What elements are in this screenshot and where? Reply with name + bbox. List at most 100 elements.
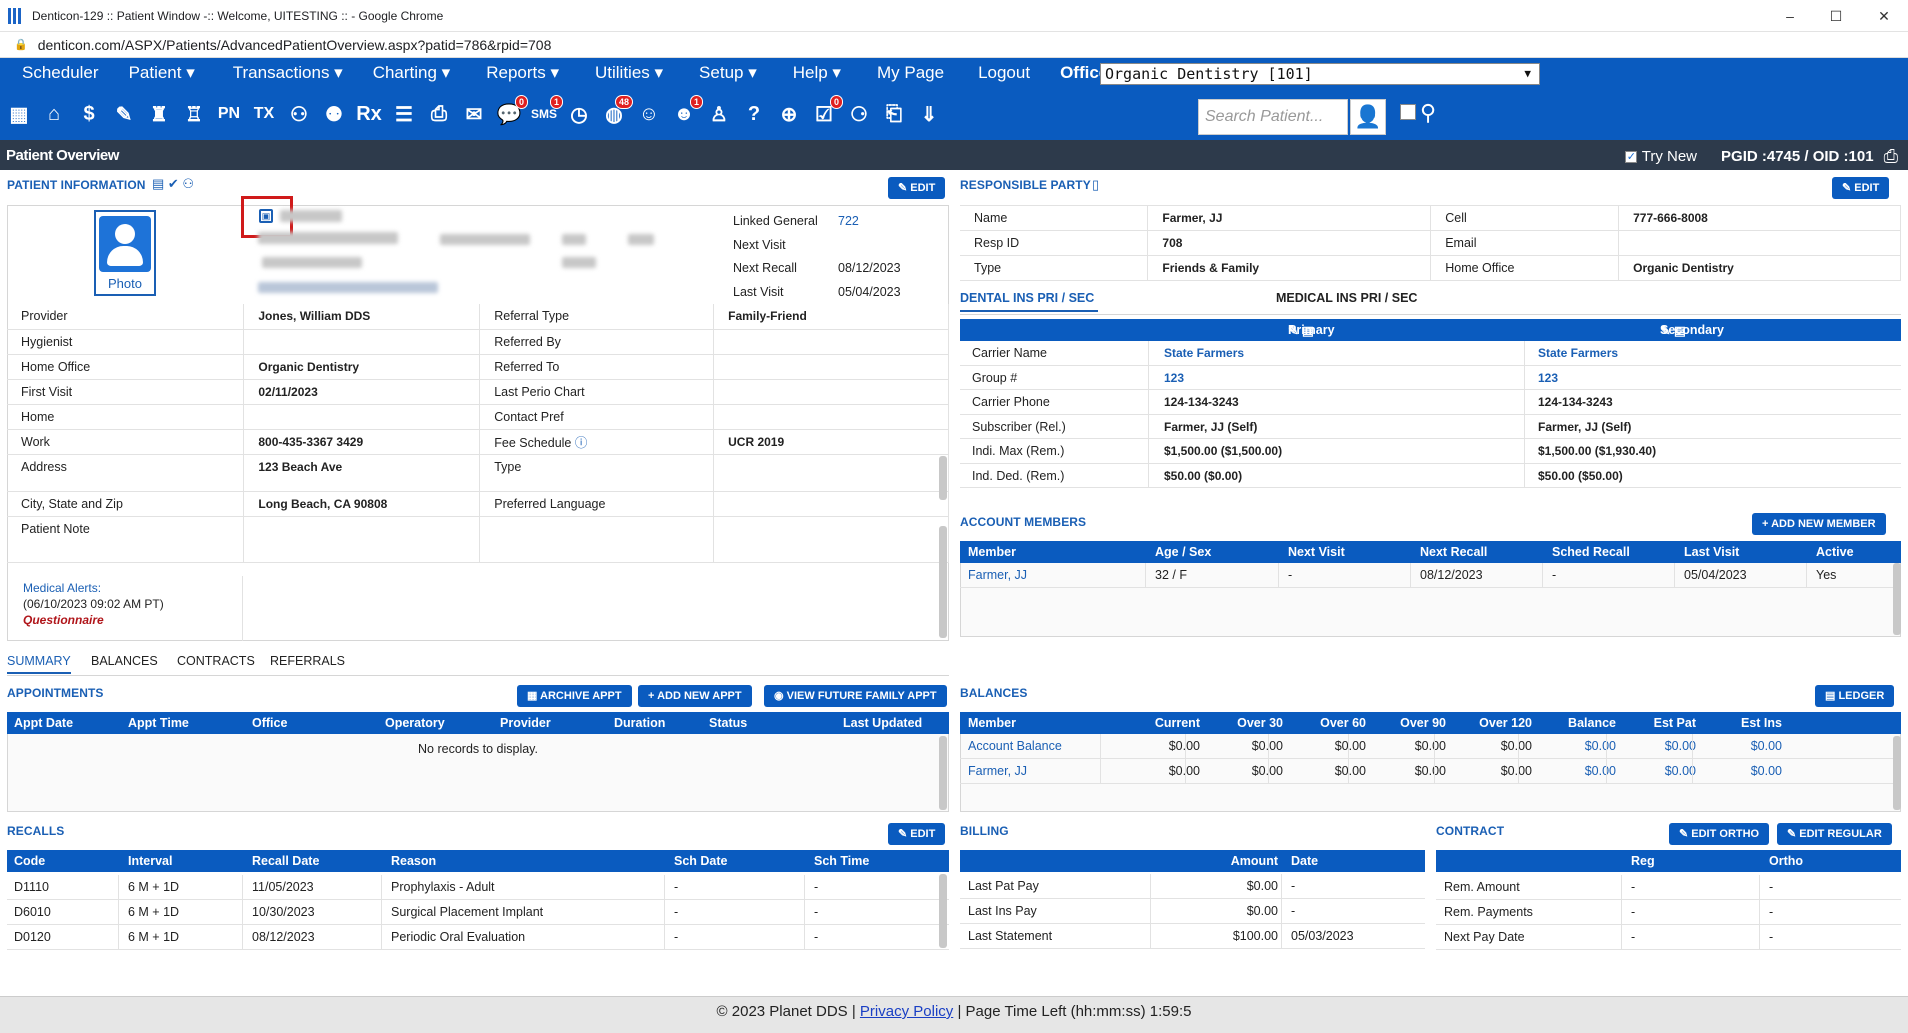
table-row[interactable]: D0120 6 M + 1D 08/12/2023 Periodic Oral Eva…	[7, 925, 949, 950]
column-header[interactable]: Appt Time	[128, 716, 189, 730]
table-row[interactable]: Last Pat Pay $0.00-	[960, 874, 1425, 899]
add-new-member-button[interactable]: + ADD NEW MEMBER	[1752, 513, 1886, 535]
patient-search-icon[interactable]: 👤	[1350, 99, 1386, 135]
dollar-doc-icon[interactable]: ▯	[1092, 177, 1100, 192]
tooth-icon[interactable]: ♖	[185, 103, 203, 126]
scrollbar-thumb[interactable]	[939, 526, 947, 638]
recalls-edit-button[interactable]: ✎ EDIT	[888, 823, 946, 845]
photo-box[interactable]: Photo	[94, 210, 156, 296]
maximize-button[interactable]: ☐	[1829, 8, 1843, 24]
menu-patient[interactable]: Patient ▾	[128, 63, 195, 82]
medical-alerts-label[interactable]: Medical Alerts:	[23, 581, 102, 595]
treatment-icon[interactable]: TX	[249, 97, 279, 131]
menu-scheduler[interactable]: Scheduler	[22, 63, 99, 82]
tab-contracts[interactable]: CONTRACTS	[177, 654, 255, 668]
column-header[interactable]: Member	[968, 716, 1016, 730]
table-cell[interactable]: $0.00	[1584, 739, 1616, 753]
column-header[interactable]: Member	[968, 545, 1016, 559]
table-cell[interactable]: Farmer, JJ	[968, 764, 1028, 778]
table-cell[interactable]: $0.00	[1584, 764, 1616, 778]
table-row[interactable]: Rem. Payments - -	[1436, 900, 1901, 925]
column-header[interactable]: Age / Sex	[1155, 545, 1212, 559]
table-cell[interactable]: Account Balance	[968, 739, 1062, 753]
office-select[interactable]: Organic Dentistry [101] ▼	[1100, 63, 1540, 85]
column-header[interactable]: Est Ins	[1741, 716, 1782, 730]
menu-charting[interactable]: Charting ▾	[372, 63, 451, 82]
tab-referrals[interactable]: REFERRALS	[270, 654, 346, 668]
table-cell[interactable]: $0.00	[1750, 764, 1782, 778]
tab-summary[interactable]: SUMMARY	[7, 654, 71, 674]
notes-icon[interactable]: ☰	[395, 103, 413, 126]
column-header[interactable]: Duration	[614, 716, 666, 730]
edit-pencil-icon[interactable]: ✎	[115, 103, 133, 126]
sms-icon[interactable]: SMS 1	[529, 95, 563, 131]
print-icon[interactable]: ⎗	[886, 102, 902, 125]
address-bar[interactable]: 🔒 denticon.com/ASPX/Patients/AdvancedPat…	[0, 32, 1908, 58]
table-row[interactable]: Rem. Amount - -	[1436, 875, 1901, 900]
document-icon[interactable]: ⎙	[431, 102, 447, 125]
linked-general-value[interactable]: 722	[838, 214, 859, 228]
primary-value[interactable]: 123	[1164, 370, 1185, 385]
column-header[interactable]: Recall Date	[252, 854, 320, 868]
menu-logout[interactable]: Logout	[978, 63, 1031, 82]
primary-value[interactable]: State Farmers	[1164, 346, 1245, 360]
tab-balances[interactable]: BALANCES	[91, 654, 158, 668]
table-cell[interactable]: $0.00	[1664, 764, 1696, 778]
calendar-icon[interactable]: ▦	[9, 103, 29, 126]
close-window-button[interactable]: ✕	[1878, 8, 1890, 24]
table-row[interactable]: Account Balance $0.00 $0.00 $0.00 $0.00 $0.00…	[960, 734, 1901, 759]
column-header[interactable]: Provider	[500, 716, 551, 730]
advanced-search-icon[interactable]: ⚲	[1420, 100, 1437, 125]
menu-transactions[interactable]: Transactions ▾	[232, 63, 343, 82]
group-icon[interactable]: ⚆	[850, 103, 868, 126]
table-row[interactable]: Farmer, JJ $0.00 $0.00 $0.00 $0.00 $0.00 $0.00…	[960, 759, 1901, 784]
dental-icon[interactable]: ♙	[710, 103, 728, 126]
secondary-value[interactable]: 123	[1538, 370, 1559, 385]
edit-regular-button[interactable]: ✎ EDIT REGULAR	[1777, 823, 1892, 845]
url-text[interactable]: denticon.com/ASPX/Patients/AdvancedPatie…	[37, 36, 552, 53]
secondary-value[interactable]: State Farmers	[1538, 346, 1619, 360]
menu-help[interactable]: Help ▾	[792, 63, 841, 82]
column-header[interactable]: Sch Time	[814, 854, 870, 868]
add-family-icon[interactable]: ⚉	[325, 103, 343, 126]
info-icon[interactable]: ⓘ	[571, 436, 588, 450]
tooth-alert-icon[interactable]: ☻ 1	[669, 95, 703, 131]
column-header[interactable]: Status	[709, 716, 748, 730]
add-patient-icon[interactable]: ⚇	[290, 103, 308, 126]
column-header[interactable]: Reg	[1631, 854, 1655, 868]
globe-users-icon[interactable]: ◍ 48	[599, 95, 633, 131]
table-row[interactable]: D1110 6 M + 1D 11/05/2023 Prophylaxis - Adu…	[7, 875, 949, 900]
column-header[interactable]: Est Pat	[1653, 716, 1696, 730]
column-header[interactable]: Next Recall	[1420, 545, 1488, 559]
privacy-policy-link[interactable]: Privacy Policy	[859, 1003, 954, 1020]
archive-appt-button[interactable]: ▦ ARCHIVE APPT	[517, 685, 632, 707]
tooth-chart-icon[interactable]: ♜	[150, 103, 168, 126]
edit-ortho-button[interactable]: ✎ EDIT ORTHO	[1669, 823, 1770, 845]
patient-info-icons[interactable]: ▤ ✔ ⚇	[152, 176, 195, 191]
clock-icon[interactable]: ◷	[570, 103, 588, 126]
table-cell[interactable]: Farmer, JJ	[968, 568, 1028, 582]
column-header[interactable]: Date	[1291, 854, 1319, 868]
menu-utilities[interactable]: Utilities ▾	[595, 63, 664, 82]
table-row[interactable]: Farmer, JJ 32 / F - 08/12/2023 - 05/04/2023 Ye…	[960, 563, 1901, 588]
column-header[interactable]: Interval	[128, 854, 173, 868]
responsible-party-edit-button[interactable]: ✎ EDIT	[1832, 177, 1890, 199]
column-header[interactable]: Office	[252, 716, 288, 730]
column-header[interactable]: Over 60	[1320, 716, 1366, 730]
search-checkbox[interactable]	[1400, 104, 1416, 120]
column-header[interactable]: Appt Date	[14, 716, 74, 730]
view-future-family-appt-button[interactable]: ◉ VIEW FUTURE FAMILY APPT	[764, 685, 947, 707]
print-icon[interactable]: ⎙	[1883, 146, 1898, 166]
tab-dental-ins[interactable]: DENTAL INS PRI / SEC	[960, 291, 1098, 312]
search-patient-input[interactable]: Search Patient...	[1198, 99, 1348, 135]
menu-my-page[interactable]: My Page	[876, 63, 945, 82]
support-icon[interactable]: ☺	[638, 102, 660, 125]
column-header[interactable]: Last Updated	[843, 716, 923, 730]
table-row[interactable]: D6010 6 M + 1D 10/30/2023 Surgical Placemen…	[7, 900, 949, 925]
table-cell[interactable]: $0.00	[1664, 739, 1696, 753]
column-header[interactable]: Current	[1154, 716, 1200, 730]
tooth-help-icon[interactable]: ?	[747, 102, 761, 125]
scrollbar-thumb[interactable]	[939, 874, 947, 948]
forms-icon[interactable]: ☑ 0	[809, 95, 843, 131]
id-card-icon[interactable]: ▣	[259, 209, 273, 223]
